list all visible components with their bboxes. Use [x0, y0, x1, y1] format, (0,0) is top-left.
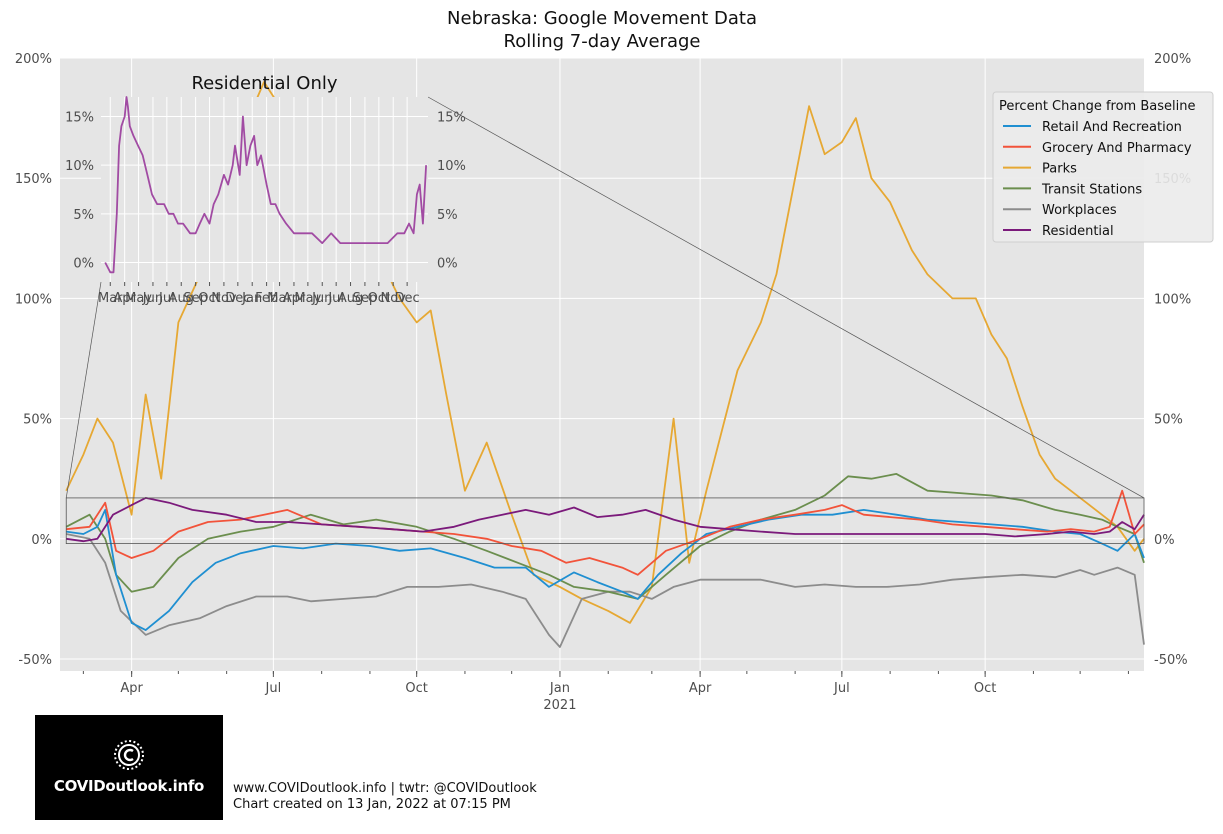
inset-x-tick-label: Nov: [211, 291, 237, 306]
inset-x-tick-label: Sep: [183, 291, 208, 306]
footer-credits: www.COVIDoutlook.info | twtr: @COVIDoutl…: [233, 781, 537, 796]
y-tick-label-left: 200%: [15, 52, 52, 67]
inset-series-line-residential: [104, 96, 427, 274]
inset-x-tick-label: Jul: [327, 291, 344, 306]
footer-timestamp: Chart created on 13 Jan, 2022 at 07:15 P…: [233, 797, 511, 812]
legend-title: Percent Change from Baseline: [999, 99, 1195, 114]
series-line-workplaces: [66, 533, 1145, 648]
series-line-grocery-and-pharmacy: [66, 489, 1145, 576]
y-tick-label-right: 200%: [1154, 52, 1191, 67]
logo-text: COVIDoutlook.info: [53, 777, 205, 795]
inset-x-tick-label: May: [294, 291, 321, 306]
y-tick-label-right: 50%: [1154, 413, 1183, 428]
y-tick-label-right: 100%: [1154, 292, 1191, 307]
y-tick-label-right: -50%: [1154, 653, 1188, 668]
inset-x-tick-label: Jun: [142, 291, 163, 306]
y-tick-label-left: 0%: [31, 533, 52, 548]
legend-label: Transit Stations: [1041, 182, 1142, 197]
inset-x-tick-label: May: [125, 291, 152, 306]
inset-x-tick-label: Oct: [198, 291, 220, 306]
inset-x-tick-label: Feb: [255, 291, 278, 306]
footer: www.COVIDoutlook.info | twtr: @COVIDoutl…: [233, 781, 537, 813]
chart-subtitle: Rolling 7-day Average: [504, 31, 701, 52]
inset-y-tick-label-right: 0%: [437, 257, 458, 272]
inset-x-tick-label: Mar: [98, 291, 123, 306]
x-year-label: 2021: [543, 698, 576, 713]
y-tick-label-right: 0%: [1154, 533, 1175, 548]
y-tick-label-left: 100%: [15, 292, 52, 307]
inset-background: [101, 97, 428, 282]
inset-y-tick-label-left: 5%: [73, 208, 94, 223]
inset-y-tick-label-right: 15%: [437, 110, 466, 125]
inset-y-tick-label-right: 5%: [437, 208, 458, 223]
x-tick-label: Apr: [689, 681, 712, 696]
legend-label: Retail And Recreation: [1042, 120, 1182, 135]
inset-x-tick-label: Apr: [113, 291, 136, 306]
inset-connector-line: [427, 96, 1145, 499]
inset-zoom-box: [65, 497, 1145, 544]
x-tick-label: Jul: [833, 681, 850, 696]
inset-x-tick-label: Oct: [368, 291, 390, 306]
legend-label: Residential: [1042, 224, 1114, 239]
inset-x-tick-label: Dec: [225, 291, 250, 306]
series-line-residential: [66, 496, 1145, 543]
inset-y-tick-label-left: 0%: [73, 257, 94, 272]
covidoutlook-logo: COVIDoutlook.info: [35, 715, 223, 820]
inset-x-tick-label: Jul: [158, 291, 175, 306]
x-tick-label: Jan: [549, 681, 570, 696]
inset-y-tick-label-left: 15%: [65, 110, 94, 125]
inset-x-tick-label: Jan: [241, 291, 262, 306]
inset-x-tick-label: Jun: [311, 291, 332, 306]
inset-y-tick-label-right: 10%: [437, 159, 466, 174]
inset-x-tick-label: Nov: [381, 291, 407, 306]
x-tick-label: Apr: [120, 681, 143, 696]
inset-connector-line: [65, 281, 102, 498]
inset-x-tick-label: Aug: [169, 291, 194, 306]
legend-label: Workplaces: [1042, 203, 1117, 218]
legend: Percent Change from Baseline Retail And R…: [992, 91, 1214, 243]
inset-y-tick-label-left: 10%: [65, 159, 94, 174]
y-tick-label-left: -50%: [18, 653, 52, 668]
series-line-retail-and-recreation: [66, 508, 1145, 631]
legend-label: Grocery And Pharmacy: [1042, 141, 1192, 156]
legend-box: [992, 91, 1214, 243]
inset-x-tick-label: Dec: [395, 291, 420, 306]
x-tick-label: Oct: [974, 681, 996, 696]
inset-x-tick-label: Aug: [338, 291, 363, 306]
y-tick-label-left: 50%: [23, 413, 52, 428]
virus-icon: [114, 740, 144, 770]
chart-title: Nebraska: Google Movement Data: [447, 8, 757, 29]
legend-label: Parks: [1042, 162, 1077, 177]
inset-x-tick-label: Sep: [353, 291, 378, 306]
inset-x-tick-label: Mar: [267, 291, 292, 306]
y-tick-label-left: 150%: [15, 172, 52, 187]
x-tick-label: Oct: [405, 681, 427, 696]
inset-title: Residential Only: [191, 73, 337, 94]
inset-x-tick-label: Apr: [283, 291, 306, 306]
x-tick-label: Jul: [265, 681, 282, 696]
